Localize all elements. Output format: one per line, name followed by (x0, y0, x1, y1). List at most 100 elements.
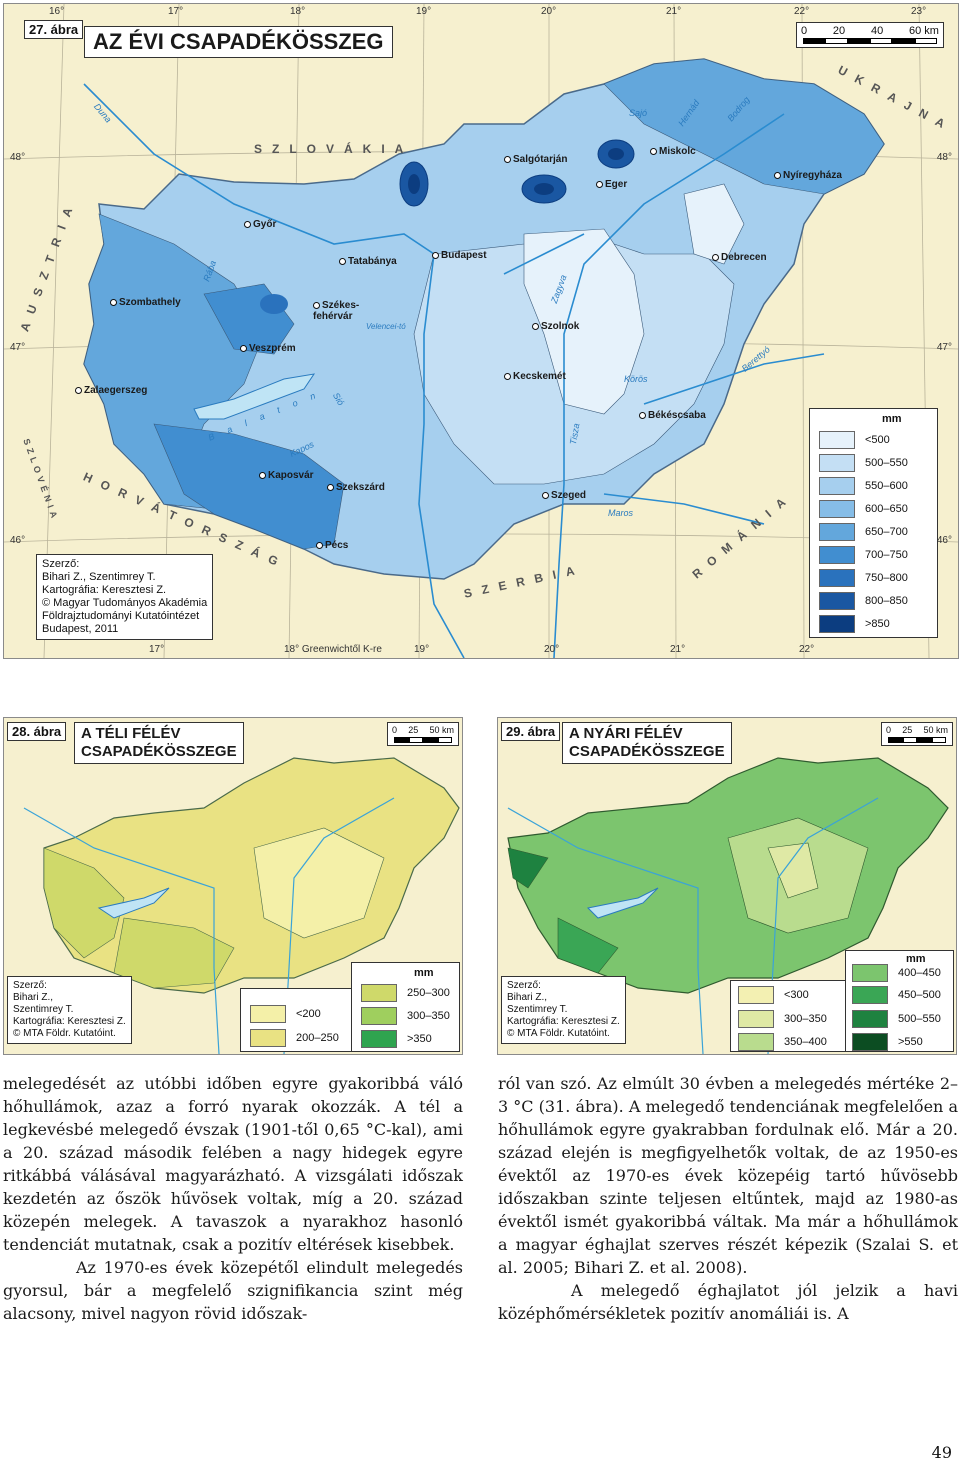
legend-label: <500 (865, 434, 890, 446)
city-label: Székes-fehérvár (313, 300, 363, 322)
legend-item: 250–300 (361, 984, 450, 1002)
scale-label: 20 (832, 25, 846, 37)
legend-label: 750–800 (865, 572, 908, 584)
legend-swatch (819, 477, 855, 495)
legend-label: 300–350 (407, 1010, 450, 1022)
paragraph: melegedését az utóbbi időben egyre gyako… (3, 1074, 463, 1254)
lat-label: 48° (10, 152, 26, 163)
paragraph: Az 1970-es évek közepétől elindult meleg… (3, 1258, 463, 1323)
scale-bar: 0 20 40 60 km (796, 22, 944, 48)
legend-swatch (852, 986, 888, 1004)
scale-label: 40 (870, 25, 884, 37)
legend-swatch (361, 984, 397, 1002)
deg-bottom-label: 17° (149, 644, 165, 655)
figure-label: 29. ábra (501, 722, 561, 741)
legend-label: 550–600 (865, 480, 908, 492)
page-number: 49 (931, 1443, 952, 1462)
scale-label: 50 km (429, 725, 454, 735)
legend-item: 350–400 (738, 1033, 827, 1051)
city-label: Debrecen (712, 252, 767, 263)
legend-item: <300 (738, 986, 809, 1004)
city-label: Szekszárd (327, 482, 385, 493)
city-label: Kecskemét (504, 371, 566, 382)
city-label: Miskolc (650, 146, 696, 157)
legend-label: >350 (407, 1033, 432, 1045)
legend-swatch (852, 1010, 888, 1028)
legend-label: 300–350 (784, 1013, 827, 1025)
map-base (4, 4, 958, 658)
map-base (23, 757, 460, 1054)
legend-item: 650–700 (819, 523, 908, 541)
legend-label: 350–400 (784, 1036, 827, 1048)
summer-precipitation-map: 29. ábra A NYÁRI FÉLÉV CSAPADÉKÖSSZEGE 0… (497, 717, 957, 1055)
legend-label: >850 (865, 618, 890, 630)
credit-box: Szerző: Bihari Z., Szentimrey T. Kartogr… (501, 976, 626, 1044)
legend-item: >850 (819, 615, 890, 633)
legend-label: 400–450 (898, 967, 941, 979)
deg-top-label: 17° (168, 6, 184, 17)
city-label: Szombathely (110, 297, 181, 308)
map-title: A NYÁRI FÉLÉV CSAPADÉKÖSSZEGE (562, 722, 732, 764)
lat-label: 47° (936, 342, 952, 353)
annual-precipitation-map: 16° 17° 18° 19° 20° 21° 22° 23° 17° 18° … (3, 3, 959, 659)
lat-label: 47° (10, 342, 26, 353)
legend-item: 800–850 (819, 592, 908, 610)
legend-label: 500–550 (865, 457, 908, 469)
deg-bottom-label: 19° (414, 644, 430, 655)
city-label: Szeged (542, 490, 586, 501)
legend-swatch (819, 431, 855, 449)
deg-top-label: 23° (911, 6, 927, 17)
map-title: AZ ÉVI CSAPADÉKÖSSZEG (84, 26, 393, 58)
figure-label: 27. ábra (24, 20, 84, 39)
city-label: Békéscsaba (639, 410, 706, 421)
scale-label: 50 km (923, 725, 948, 735)
legend-label: <200 (296, 1008, 321, 1020)
legend-swatch (738, 1033, 774, 1051)
legend-item: 700–750 (819, 546, 908, 564)
deg-top-label: 20° (541, 6, 557, 17)
city-label: Tatabánya (339, 256, 397, 267)
legend-label: 200–250 (296, 1032, 339, 1044)
lat-label: 46° (936, 535, 952, 546)
legend-item: >350 (361, 1030, 432, 1048)
legend-item: 200–250 (250, 1029, 339, 1047)
legend-swatch (250, 1029, 286, 1047)
river-label: Körös (624, 374, 648, 384)
legend-swatch (819, 454, 855, 472)
river-label: Maros (608, 508, 634, 518)
scale-bar: 0 25 50 km (881, 722, 953, 746)
scale-label: 25 (408, 725, 419, 735)
paragraph: ról van szó. Az elmúlt 30 évben a melege… (498, 1074, 958, 1277)
lat-label: 48° (936, 152, 952, 163)
legend-unit: mm (882, 413, 902, 425)
legend-item: 750–800 (819, 569, 908, 587)
deg-bottom-label: 20° (544, 644, 560, 655)
legend-item: 600–650 (819, 500, 908, 518)
legend-label: 500–550 (898, 1013, 941, 1025)
city-label: Nyíregyháza (774, 170, 842, 181)
river-label: Sajó (629, 108, 648, 118)
deg-top-label: 21° (666, 6, 682, 17)
legend-label: 800–850 (865, 595, 908, 607)
legend-label: 250–300 (407, 987, 450, 999)
deg-top-label: 18° (290, 6, 306, 17)
city-label: Salgótarján (504, 154, 567, 165)
legend-label: <300 (784, 989, 809, 1001)
legend-item: >550 (852, 1033, 923, 1051)
figure-label: 28. ábra (7, 722, 67, 741)
lat-label: 46° (10, 535, 26, 546)
legend-item: 550–600 (819, 477, 908, 495)
legend-swatch (852, 1033, 888, 1051)
legend-label: 700–750 (865, 549, 908, 561)
winter-precipitation-map: 28. ábra A TÉLI FÉLÉV CSAPADÉKÖSSZEGE 0 … (3, 717, 463, 1055)
city-label: Kaposvár (259, 470, 314, 481)
legend-swatch (819, 615, 855, 633)
city-label: Győr (244, 219, 276, 230)
scale-bar: 0 25 50 km (387, 722, 459, 746)
city-label: Pécs (316, 540, 348, 551)
deg-bottom-label: 18° Greenwichtől K-re (284, 644, 382, 655)
city-label: Budapest (432, 250, 487, 261)
scale-label: 0 (886, 725, 892, 735)
legend-swatch (852, 964, 888, 982)
legend-item: 300–350 (738, 1010, 827, 1028)
